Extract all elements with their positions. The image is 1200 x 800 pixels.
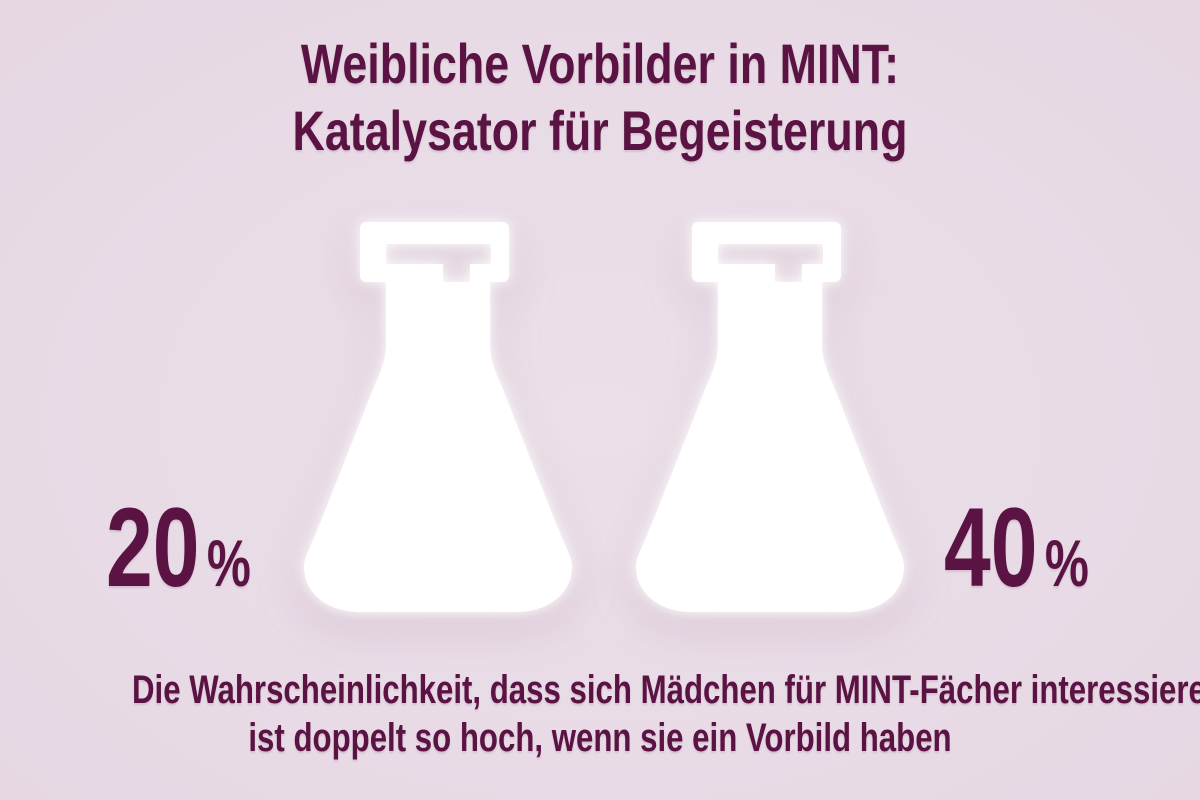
flask-20-percent: [288, 212, 588, 632]
flask-icon: [304, 222, 572, 612]
page-title: Weibliche Vorbilder in MINT: Katalysator…: [120, 30, 1080, 164]
value-label-40: 40 %: [944, 492, 1089, 604]
percent-sign-icon: %: [206, 526, 251, 600]
flask-outline: [304, 222, 572, 612]
title-line-1: Weibliche Vorbilder in MINT:: [300, 32, 900, 95]
flask-icon: [636, 222, 904, 612]
caption-line-1: Die Wahrscheinlichkeit, dass sich Mädche…: [132, 668, 1200, 712]
flask-40-percent: [620, 212, 920, 632]
value-number: 20: [106, 485, 200, 610]
value-label-20: 20 %: [106, 492, 251, 604]
flask-outline: [636, 222, 904, 612]
caption-line-2: ist doppelt so hoch, wenn sie ein Vorbil…: [248, 716, 952, 760]
value-number: 40: [944, 485, 1038, 610]
title-line-2: Katalysator für Begeisterung: [292, 99, 908, 162]
percent-sign-icon: %: [1044, 526, 1089, 600]
caption-text: Die Wahrscheinlichkeit, dass sich Mädche…: [132, 666, 1200, 762]
